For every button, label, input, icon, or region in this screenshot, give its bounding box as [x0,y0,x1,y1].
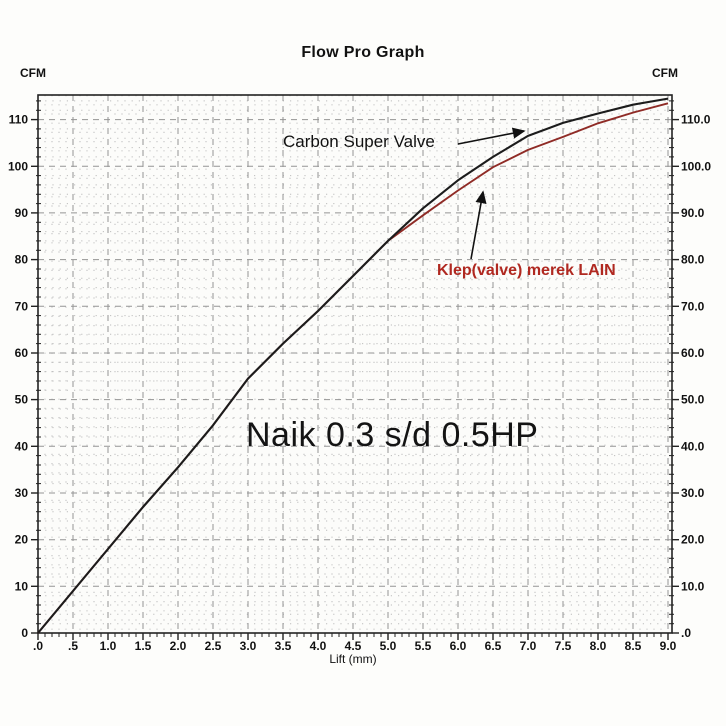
series-label-klep-valve-merek-lain: Klep(valve) merek LAIN [437,262,616,279]
plot-border [37,94,673,634]
svg-text:2.0: 2.0 [170,639,187,653]
chart-title: Flow Pro Graph [301,44,425,61]
svg-text:4.0: 4.0 [310,639,327,653]
svg-text:.0: .0 [33,639,43,653]
svg-text:1.5: 1.5 [135,639,152,653]
svg-text:10.0: 10.0 [681,579,705,593]
svg-text:90: 90 [15,206,29,220]
svg-text:9.0: 9.0 [660,639,677,653]
svg-text:1.0: 1.0 [100,639,117,653]
y-tick-labels-right: .0 10.0 20.0 30.0 40.0 50.0 60.0 70.0 80.0 90.0 10… [681,113,711,640]
svg-text:90.0: 90.0 [681,206,705,220]
svg-text:5.5: 5.5 [415,639,432,653]
major-grid [38,95,672,633]
svg-text:7.0: 7.0 [520,639,537,653]
svg-text:40: 40 [15,439,29,453]
svg-text:8.5: 8.5 [625,639,642,653]
svg-text:0: 0 [21,626,28,640]
curve-carbon-super-valve [37,97,669,634]
svg-text:80: 80 [15,253,29,267]
svg-text:30: 30 [15,486,29,500]
svg-text:2.5: 2.5 [205,639,222,653]
series-label-carbon-super-valve: Carbon Super Valve [283,132,435,151]
svg-text:3.5: 3.5 [275,639,292,653]
svg-text:.0: .0 [681,626,691,640]
svg-text:60.0: 60.0 [681,346,705,360]
svg-text:50: 50 [15,393,29,407]
gain-annotation: Naik 0.3 s/d 0.5HP [246,416,539,454]
svg-text:8.0: 8.0 [590,639,607,653]
axis-ticks [31,100,679,640]
svg-text:80.0: 80.0 [681,253,705,267]
svg-text:20: 20 [15,533,29,547]
svg-text:70: 70 [15,299,29,313]
svg-text:20.0: 20.0 [681,533,705,547]
y-tick-labels-left: 0 10 20 30 40 50 60 70 80 90 100 110 [8,113,28,640]
svg-text:6.5: 6.5 [485,639,502,653]
svg-text:100: 100 [8,159,28,173]
svg-text:4.5: 4.5 [345,639,362,653]
y-axis-unit-right: CFM [652,66,678,80]
svg-text:5.0: 5.0 [380,639,397,653]
svg-text:.5: .5 [68,639,78,653]
svg-text:50.0: 50.0 [681,393,705,407]
y-axis-unit-left: CFM [20,66,46,80]
x-axis-title: Lift (mm) [329,652,377,666]
svg-text:40.0: 40.0 [681,439,705,453]
annotation-arrows [457,127,526,260]
svg-text:60: 60 [15,346,29,360]
svg-text:110: 110 [9,113,29,127]
svg-text:110.0: 110.0 [681,113,711,127]
svg-text:70.0: 70.0 [681,299,705,313]
minor-grid [38,95,672,633]
svg-text:100.0: 100.0 [681,159,711,173]
svg-text:6.0: 6.0 [450,639,467,653]
x-tick-labels: .0 .5 1.0 1.5 2.0 2.5 3.0 3.5 4.0 4.5 5.0 5.5 6.0 6.5… [33,639,677,653]
svg-text:3.0: 3.0 [240,639,257,653]
svg-text:10: 10 [15,579,29,593]
svg-text:7.5: 7.5 [555,639,572,653]
svg-text:30.0: 30.0 [681,486,705,500]
